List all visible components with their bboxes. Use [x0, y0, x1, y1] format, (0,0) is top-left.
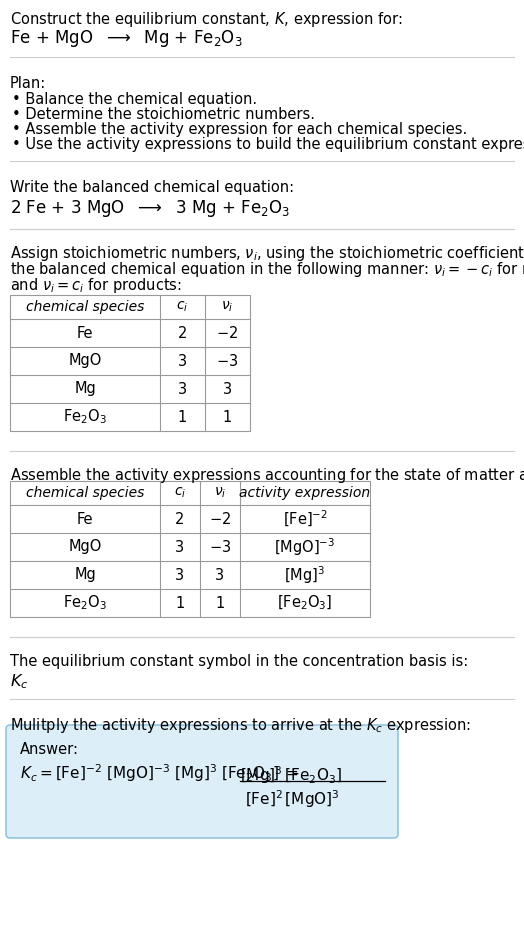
- Text: $\nu_i$: $\nu_i$: [214, 486, 226, 500]
- Text: • Balance the chemical equation.: • Balance the chemical equation.: [12, 92, 257, 107]
- Text: $-3$: $-3$: [216, 352, 238, 368]
- Text: $[\mathrm{Mg}]^3$: $[\mathrm{Mg}]^3$: [285, 564, 325, 585]
- FancyBboxPatch shape: [6, 725, 398, 838]
- Text: • Determine the stoichiometric numbers.: • Determine the stoichiometric numbers.: [12, 107, 315, 122]
- Text: 2: 2: [178, 326, 187, 340]
- Text: The equilibrium constant symbol in the concentration basis is:: The equilibrium constant symbol in the c…: [10, 653, 468, 668]
- Text: 2 Fe + 3 MgO  $\longrightarrow$  3 Mg + Fe$_2$O$_3$: 2 Fe + 3 MgO $\longrightarrow$ 3 Mg + Fe…: [10, 198, 290, 219]
- Text: chemical species: chemical species: [26, 486, 144, 500]
- Text: • Assemble the activity expression for each chemical species.: • Assemble the activity expression for e…: [12, 122, 467, 137]
- Text: the balanced chemical equation in the following manner: $\nu_i = -c_i$ for react: the balanced chemical equation in the fo…: [10, 260, 524, 279]
- Text: $c_i$: $c_i$: [177, 300, 189, 314]
- Bar: [10, 296, 250, 431]
- Text: $K_c = [\mathrm{Fe}]^{-2}$ $[\mathrm{MgO}]^{-3}$ $[\mathrm{Mg}]^3$ $[\mathrm{Fe_: $K_c = [\mathrm{Fe}]^{-2}$ $[\mathrm{MgO…: [20, 762, 299, 783]
- Text: 1: 1: [223, 409, 232, 424]
- Text: $[\mathrm{Fe}]^{-2}$: $[\mathrm{Fe}]^{-2}$: [282, 508, 328, 528]
- Text: 1: 1: [178, 409, 187, 424]
- Text: Mulitply the activity expressions to arrive at the $K_c$ expression:: Mulitply the activity expressions to arr…: [10, 715, 471, 734]
- Text: $K_c$: $K_c$: [10, 671, 28, 690]
- Text: MgO: MgO: [68, 539, 102, 554]
- Text: $\nu_i$: $\nu_i$: [221, 300, 234, 314]
- Text: 3: 3: [178, 353, 187, 368]
- Text: Write the balanced chemical equation:: Write the balanced chemical equation:: [10, 180, 294, 195]
- Text: Answer:: Answer:: [20, 742, 79, 756]
- Text: Mg: Mg: [74, 381, 96, 396]
- Text: Fe: Fe: [77, 326, 93, 340]
- Bar: [10, 482, 370, 617]
- Text: chemical species: chemical species: [26, 300, 144, 313]
- Text: • Use the activity expressions to build the equilibrium constant expression.: • Use the activity expressions to build …: [12, 137, 524, 151]
- Text: $-2$: $-2$: [216, 325, 238, 341]
- Text: MgO: MgO: [68, 353, 102, 368]
- Text: and $\nu_i = c_i$ for products:: and $\nu_i = c_i$ for products:: [10, 276, 182, 295]
- Text: Fe$_2$O$_3$: Fe$_2$O$_3$: [63, 593, 107, 612]
- Text: Assemble the activity expressions accounting for the state of matter and $\nu_i$: Assemble the activity expressions accoun…: [10, 466, 524, 485]
- Text: $[\mathrm{MgO}]^{-3}$: $[\mathrm{MgO}]^{-3}$: [275, 536, 335, 557]
- Text: Construct the equilibrium constant, $K$, expression for:: Construct the equilibrium constant, $K$,…: [10, 10, 402, 29]
- Text: 1: 1: [215, 595, 225, 610]
- Text: $[\mathrm{Fe}]^2\,[\mathrm{MgO}]^3$: $[\mathrm{Fe}]^2\,[\mathrm{MgO}]^3$: [245, 787, 340, 809]
- Bar: [10, 296, 250, 431]
- Text: 1: 1: [176, 595, 184, 610]
- Text: Plan:: Plan:: [10, 76, 46, 90]
- Text: 3: 3: [215, 566, 225, 582]
- Text: 3: 3: [176, 539, 184, 554]
- Text: activity expression: activity expression: [239, 486, 370, 500]
- Text: $[\mathrm{Fe_2O_3}]$: $[\mathrm{Fe_2O_3}]$: [277, 593, 333, 611]
- Text: Mg: Mg: [74, 566, 96, 582]
- Text: $c_i$: $c_i$: [174, 486, 186, 500]
- Text: $[\mathrm{Mg}]^3\,[\mathrm{Fe_2O_3}]$: $[\mathrm{Mg}]^3\,[\mathrm{Fe_2O_3}]$: [240, 764, 342, 784]
- Text: $-2$: $-2$: [209, 510, 231, 526]
- Text: Fe: Fe: [77, 511, 93, 526]
- Text: 3: 3: [176, 566, 184, 582]
- Bar: [10, 482, 370, 617]
- Text: 2: 2: [176, 511, 184, 526]
- Text: Assign stoichiometric numbers, $\nu_i$, using the stoichiometric coefficients, $: Assign stoichiometric numbers, $\nu_i$, …: [10, 244, 524, 263]
- Text: 3: 3: [223, 381, 232, 396]
- Text: Fe$_2$O$_3$: Fe$_2$O$_3$: [63, 407, 107, 426]
- Text: Fe + MgO  $\longrightarrow$  Mg + Fe$_2$O$_3$: Fe + MgO $\longrightarrow$ Mg + Fe$_2$O$…: [10, 28, 243, 49]
- Text: $-3$: $-3$: [209, 539, 231, 554]
- Text: 3: 3: [178, 381, 187, 396]
